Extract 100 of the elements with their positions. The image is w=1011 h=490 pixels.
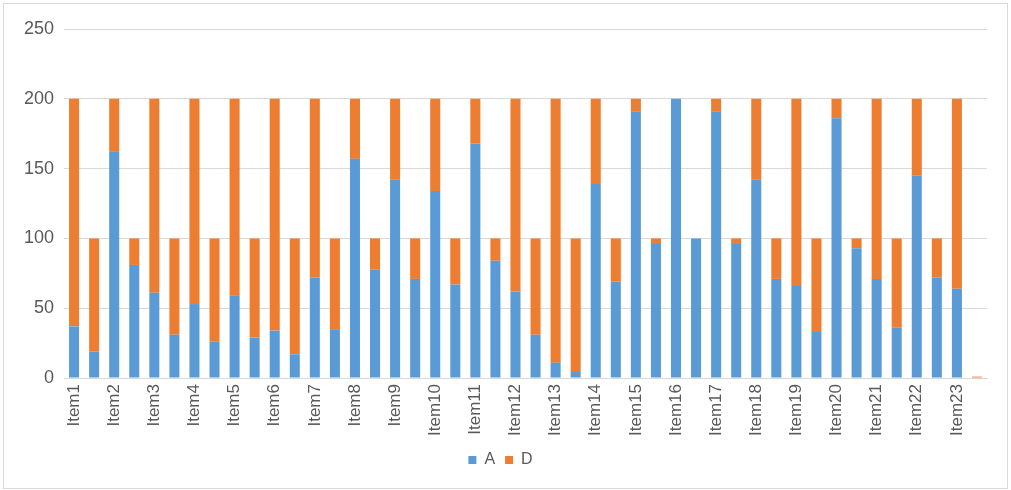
bar [69, 98, 80, 327]
bar [630, 111, 641, 378]
x-tick-label: Item7 [304, 384, 324, 427]
y-tick-label: 150 [23, 157, 55, 178]
x-tick-label: Item21 [866, 384, 886, 437]
bar [169, 238, 180, 335]
bar [911, 175, 922, 378]
bar [811, 331, 822, 378]
bar [470, 143, 481, 378]
bar [490, 238, 501, 261]
bar [851, 248, 862, 378]
bar [329, 329, 340, 378]
bar [731, 244, 742, 378]
bar [791, 98, 802, 286]
bar [510, 291, 521, 378]
x-tick-label: Item5 [224, 384, 244, 427]
bar [911, 98, 922, 176]
bar [530, 334, 541, 378]
x-tick-label: Item10 [424, 384, 444, 437]
bar [550, 362, 561, 378]
bar [931, 238, 942, 278]
x-tick-label: Item6 [264, 384, 284, 427]
bar [891, 327, 902, 378]
bar [169, 334, 180, 378]
y-tick-label: 50 [34, 297, 55, 318]
bar [891, 238, 902, 328]
bar [349, 158, 360, 378]
bar [390, 179, 401, 378]
bar [189, 304, 200, 378]
bar [370, 238, 381, 270]
bar [149, 292, 160, 378]
x-tick-label: Item12 [505, 384, 525, 437]
x-tick-label: Item23 [946, 384, 966, 437]
bar [831, 98, 842, 119]
bar [610, 238, 621, 282]
bar [450, 238, 461, 285]
bar [751, 179, 762, 378]
bar [751, 98, 762, 180]
bar [570, 238, 581, 372]
bar [951, 288, 962, 378]
bar [430, 98, 441, 191]
bar [209, 341, 220, 378]
bar [670, 98, 682, 378]
bar [129, 264, 140, 378]
bar [851, 238, 862, 249]
bar [229, 295, 240, 378]
bar [209, 238, 220, 342]
x-tick-label: Item16 [665, 384, 685, 437]
x-tick-label: Item2 [103, 384, 123, 427]
bar [590, 183, 601, 378]
bar [390, 98, 401, 180]
x-tick-label: Item4 [184, 384, 204, 427]
bar [309, 277, 320, 378]
bar [309, 98, 320, 278]
x-tick-label: Item15 [625, 384, 645, 437]
bar [610, 281, 621, 378]
bar [109, 151, 120, 378]
bar [871, 278, 882, 378]
bar [289, 238, 300, 355]
x-tick-label: Item1 [63, 384, 83, 427]
bar [630, 98, 641, 112]
bar [370, 269, 381, 378]
bar [69, 326, 80, 378]
x-tick-label: Item19 [786, 384, 806, 437]
x-tick-label: Item8 [344, 384, 364, 427]
bar [510, 98, 521, 292]
y-tick-label: 200 [23, 87, 55, 108]
bar [269, 330, 280, 378]
bar [329, 238, 340, 330]
bar [951, 98, 962, 289]
bar [650, 244, 661, 378]
y-tick-label: 0 [44, 367, 55, 387]
x-tick-label: Item22 [906, 384, 926, 437]
bar [570, 371, 581, 378]
x-tick-label: Item9 [384, 384, 404, 427]
bar [550, 98, 561, 363]
bar [791, 285, 802, 378]
bar [650, 238, 661, 244]
bar [129, 238, 140, 265]
bar [450, 284, 461, 378]
x-tick-label: Item11 [465, 384, 485, 435]
bar [269, 98, 280, 331]
bar [229, 98, 240, 296]
y-tick-label: 250 [23, 17, 55, 38]
bar [430, 190, 441, 378]
bar [89, 238, 100, 352]
bar [691, 238, 702, 378]
x-tick-label: Item18 [745, 384, 765, 437]
bar [289, 354, 300, 378]
x-tick-label: Item14 [585, 384, 605, 437]
bar [931, 277, 942, 378]
x-tick-label: Item3 [144, 384, 164, 427]
bar [490, 260, 501, 378]
bar [590, 98, 601, 184]
bar [530, 238, 541, 335]
legend-label: D [521, 450, 533, 468]
x-tick-label: Item17 [705, 384, 725, 437]
legend-label: A [484, 450, 496, 468]
bar [249, 238, 260, 338]
bar [349, 98, 360, 159]
